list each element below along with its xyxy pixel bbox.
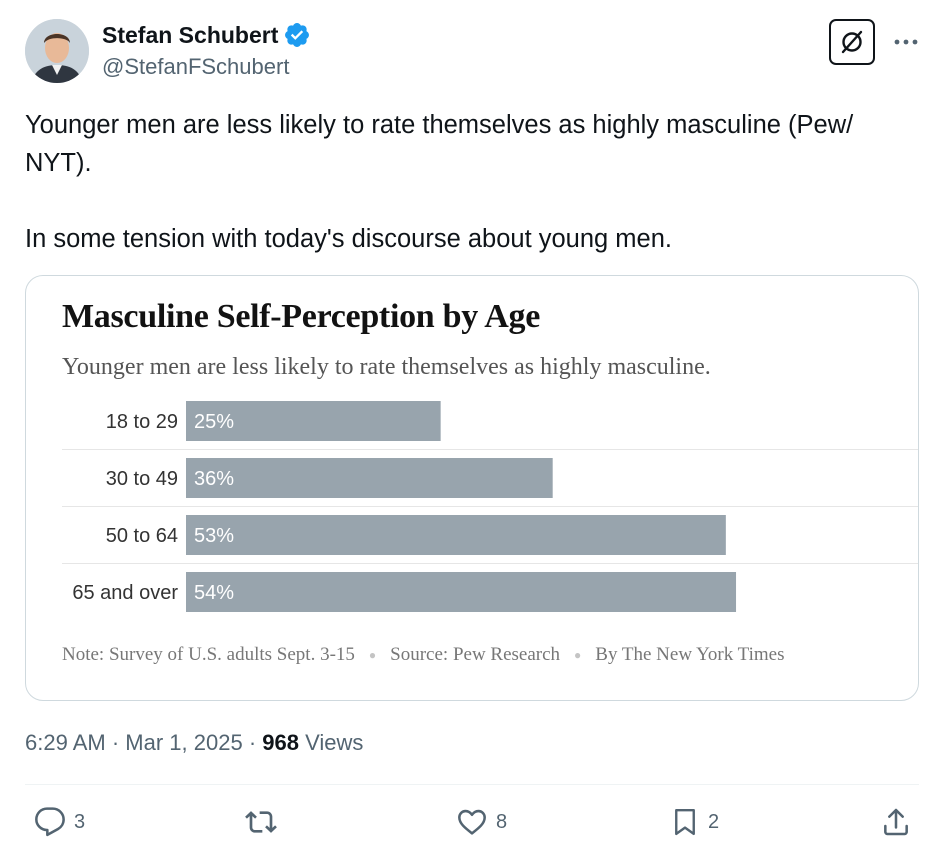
heart-icon xyxy=(458,809,486,835)
meta-separator: · xyxy=(111,730,126,755)
bar-chart: 18 to 29 25% 30 to 49 36% 50 to 64 53% 65 and … xyxy=(62,401,918,612)
grok-icon xyxy=(841,30,863,54)
bookmark-count: 2 xyxy=(708,810,720,833)
tweet-date[interactable]: Mar 1, 2025 xyxy=(125,730,243,755)
chart-source: Source: Pew Research xyxy=(390,644,561,665)
tweet-meta: 6:29 AM · Mar 1, 2025 · 968 Views xyxy=(25,730,363,756)
chart-subtitle: Younger men are less likely to rate them… xyxy=(62,354,711,380)
reply-icon xyxy=(35,807,65,837)
author-handle[interactable]: @StefanFSchubert xyxy=(102,54,290,79)
meta-separator: · xyxy=(248,730,263,755)
more-button[interactable] xyxy=(888,28,924,56)
divider xyxy=(25,784,919,785)
value-label: 36% xyxy=(194,468,234,490)
value-label: 53% xyxy=(194,525,234,547)
chart-footer: Note: Survey of U.S. adults Sept. 3-15 ● S… xyxy=(62,644,784,666)
author-name-row[interactable]: Stefan Schubert xyxy=(102,21,311,49)
share-button[interactable] xyxy=(880,806,912,838)
reply-count: 3 xyxy=(74,810,86,833)
bar xyxy=(186,515,726,555)
tweet-time[interactable]: 6:29 AM xyxy=(25,730,106,755)
grok-button[interactable] xyxy=(829,19,875,65)
bar xyxy=(186,572,737,612)
like-count: 8 xyxy=(496,810,508,833)
avatar-image xyxy=(25,19,89,83)
category-label: 50 to 64 xyxy=(106,525,178,547)
separator-dot: ● xyxy=(368,648,377,663)
value-label: 54% xyxy=(194,582,234,604)
chart-note: Note: Survey of U.S. adults Sept. 3-15 xyxy=(62,644,355,665)
tweet-text-line-1: Younger men are less likely to rate them… xyxy=(25,111,854,177)
category-label: 18 to 29 xyxy=(106,411,178,433)
retweet-button[interactable] xyxy=(244,806,278,838)
bookmark-icon xyxy=(675,808,695,836)
views-count: 968 xyxy=(262,730,299,755)
category-label: 30 to 49 xyxy=(106,468,178,490)
like-button[interactable]: 8 xyxy=(456,806,507,838)
avatar[interactable] xyxy=(25,19,89,83)
chart-credit: By The New York Times xyxy=(595,644,785,665)
category-label: 65 and over xyxy=(72,582,178,604)
verified-badge-icon[interactable] xyxy=(283,21,311,49)
value-label: 25% xyxy=(194,411,234,433)
bookmark-button[interactable]: 2 xyxy=(670,806,719,838)
more-icon xyxy=(894,39,918,45)
media-card[interactable]: Masculine Self-Perception by Age Younger… xyxy=(25,275,919,701)
display-name[interactable]: Stefan Schubert xyxy=(102,21,279,48)
views-label: Views xyxy=(305,730,364,755)
share-icon xyxy=(884,808,908,836)
bar xyxy=(186,458,553,498)
tweet-text: Younger men are less likely to rate them… xyxy=(25,106,925,258)
reply-button[interactable]: 3 xyxy=(34,806,85,838)
chart-title: Masculine Self-Perception by Age xyxy=(62,298,540,335)
bar xyxy=(186,401,441,441)
separator-dot: ● xyxy=(574,648,582,663)
retweet-icon xyxy=(245,811,277,833)
tweet-text-line-2: In some tension with today's discourse a… xyxy=(25,225,672,253)
